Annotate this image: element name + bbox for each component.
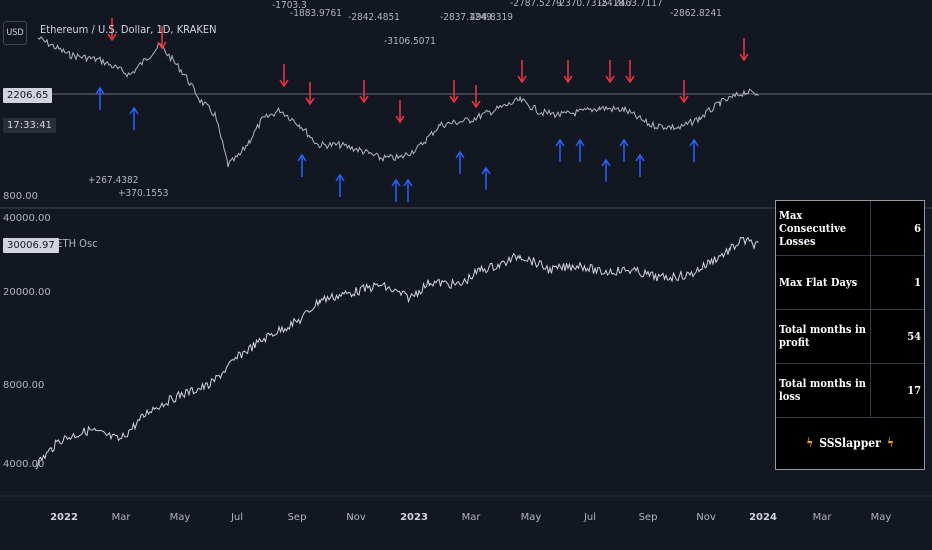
sell-trade-label: -1883.9761 xyxy=(290,8,342,19)
buy-arrow-icon xyxy=(95,86,105,95)
buy-arrow-icon xyxy=(635,153,645,162)
time-tick-label: Nov xyxy=(346,512,366,523)
author-name: SSSlapper xyxy=(819,436,881,450)
stats-footer: ϟ SSSlapper ϟ xyxy=(776,417,924,469)
time-tick-label: 2024 xyxy=(749,512,777,523)
sell-arrow-icon xyxy=(625,75,635,84)
stats-table: Max Consecutive Losses 6 Max Flat Days 1… xyxy=(775,200,925,470)
stats-label: Max Consecutive Losses xyxy=(776,201,871,255)
sell-trade-label: -2418.7 xyxy=(598,0,633,9)
price-axis-label: 800.00 xyxy=(3,191,38,202)
buy-arrow-icon xyxy=(619,138,629,147)
osc-axis-label-4000: 4000.00 xyxy=(3,459,45,470)
buy-trade-label: +267.4382 xyxy=(88,175,138,186)
osc-axis-label-20000: 20000.00 xyxy=(3,287,51,298)
stats-label: Max Flat Days xyxy=(776,255,871,309)
price-series xyxy=(37,36,759,168)
buy-arrow-icon xyxy=(555,138,565,147)
time-tick-label: Sep xyxy=(638,512,658,523)
buy-arrow-icon xyxy=(481,166,491,175)
sell-arrow-icon xyxy=(305,97,315,106)
sell-trade-label: -2787.5279 xyxy=(510,0,562,9)
osc-axis-label-8000: 8000.00 xyxy=(3,380,45,391)
time-tick-label: Mar xyxy=(461,512,481,523)
sell-arrow-icon xyxy=(517,75,527,84)
buy-arrow-icon xyxy=(335,173,345,182)
sell-trade-label: -2837.1249 xyxy=(440,12,492,23)
sell-trade-label: 2463.7117 xyxy=(614,0,663,9)
stats-label: Total months in loss xyxy=(776,363,871,417)
stats-value: 17 xyxy=(907,383,921,397)
oscillator-series xyxy=(35,236,759,470)
stats-value: 6 xyxy=(914,221,921,235)
oscillator-value-badge: 30006.97 xyxy=(3,238,59,253)
time-tick-label: Jul xyxy=(583,512,597,523)
sell-trade-label: -2862.8241 xyxy=(670,8,722,19)
buy-arrow-icon xyxy=(391,178,401,187)
sell-trade-label: -2370.7315 xyxy=(556,0,608,9)
buy-arrow-icon xyxy=(601,158,611,167)
sell-arrow-icon xyxy=(739,53,749,62)
osc-axis-label-40000: 40000.00 xyxy=(3,213,51,224)
stats-row: Total months in loss 17 xyxy=(776,363,924,418)
currency-button[interactable]: USD xyxy=(3,21,27,45)
sell-trade-label: -2842.4851 xyxy=(348,12,400,23)
buy-trade-label: +370.1553 xyxy=(118,188,168,199)
time-tick-label: Nov xyxy=(696,512,716,523)
trade-signals xyxy=(95,18,749,202)
sell-arrow-icon xyxy=(563,75,573,84)
stats-label: Total months in profit xyxy=(776,309,871,363)
time-tick-label: May xyxy=(870,512,892,523)
sell-trade-label: -3106.5071 xyxy=(384,36,436,47)
buy-arrow-icon xyxy=(297,153,307,162)
lightning-bolt-icon: ϟ xyxy=(806,436,814,450)
time-tick-label: Sep xyxy=(287,512,307,523)
sell-arrow-icon xyxy=(359,95,369,104)
time-tick-label: May xyxy=(169,512,191,523)
time-tick-label: 2023 xyxy=(400,512,428,523)
sell-arrow-icon xyxy=(449,95,459,104)
last-price-badge: 2206.65 xyxy=(3,88,53,103)
time-tick-label: Mar xyxy=(812,512,832,523)
sell-arrow-icon xyxy=(107,33,117,42)
sell-arrow-icon xyxy=(679,95,689,104)
oscillator-line xyxy=(35,236,759,470)
sell-arrow-icon xyxy=(279,79,289,88)
time-tick-label: May xyxy=(520,512,542,523)
sell-arrow-icon xyxy=(395,115,405,124)
buy-arrow-icon xyxy=(455,150,465,159)
stats-value: 54 xyxy=(907,329,921,343)
buy-arrow-icon xyxy=(689,138,699,147)
trade-labels: -1703.3-1883.9761 -2842.4851 -3106.5071 -28… xyxy=(88,0,722,199)
stats-row: Max Flat Days 1 xyxy=(776,255,924,310)
time-tick-label: Jul xyxy=(230,512,244,523)
lightning-bolt-icon: ϟ xyxy=(886,436,894,450)
buy-arrow-icon xyxy=(129,106,139,115)
sell-arrow-icon xyxy=(157,41,167,50)
sell-trade-label: 494.8319 xyxy=(470,12,513,23)
sell-trade-label: -1703.3 xyxy=(272,0,307,11)
stats-value: 1 xyxy=(914,275,921,289)
stats-row: Max Consecutive Losses 6 xyxy=(776,201,924,256)
buy-arrow-icon xyxy=(575,138,585,147)
time-tick-label: Mar xyxy=(111,512,131,523)
buy-arrow-icon xyxy=(403,178,413,187)
countdown-badge: 17:33:41 xyxy=(3,118,56,133)
price-line xyxy=(37,36,759,168)
time-tick-label: 2022 xyxy=(50,512,78,523)
sell-arrow-icon xyxy=(605,75,615,84)
sell-arrow-icon xyxy=(471,100,481,109)
symbol-title[interactable]: Ethereum / U.S. Dollar, 1D, KRAKEN xyxy=(40,23,217,36)
stats-row: Total months in profit 54 xyxy=(776,309,924,364)
